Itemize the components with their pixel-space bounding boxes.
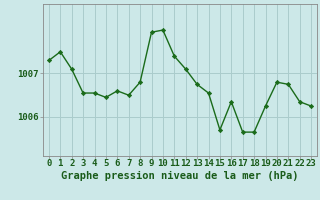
- X-axis label: Graphe pression niveau de la mer (hPa): Graphe pression niveau de la mer (hPa): [61, 171, 299, 181]
